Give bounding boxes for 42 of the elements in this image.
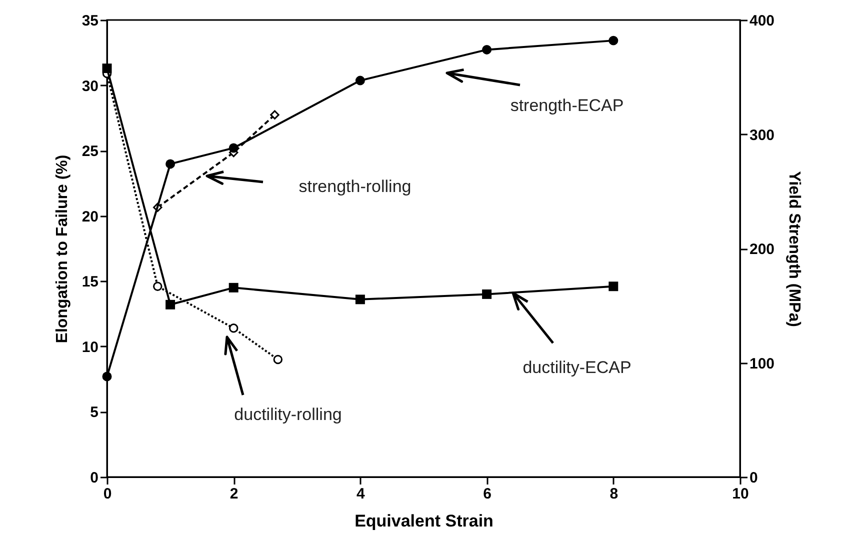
y2-tick-label: 0	[750, 470, 758, 486]
x-axis-title: Equivalent Strain	[354, 512, 494, 530]
y-tick-label: 15	[82, 274, 98, 291]
point	[608, 36, 618, 46]
x-tick-label: 10	[732, 486, 749, 502]
annotation: ductility-ECAP	[522, 358, 632, 377]
point	[228, 282, 238, 292]
y-tick-label: 0	[90, 470, 98, 486]
point	[273, 354, 283, 364]
point	[102, 372, 112, 382]
y2-axis-title: Yield Strength (MPa)	[786, 171, 803, 327]
point	[355, 294, 365, 304]
point	[355, 76, 365, 86]
point	[608, 282, 618, 292]
y-tick-label: 25	[82, 143, 98, 160]
y-tick-label: 30	[82, 78, 98, 95]
point	[482, 289, 492, 299]
point	[166, 159, 176, 169]
annotation: strength-ECAP	[510, 96, 624, 115]
point	[102, 64, 112, 74]
y-axis-title: Elongation to Failure (%)	[54, 154, 71, 344]
x-tick-label: 6	[483, 486, 492, 502]
point	[228, 143, 238, 153]
y-tick-label: 35	[82, 12, 98, 30]
point	[228, 324, 238, 333]
y-tick-label: 10	[82, 338, 98, 356]
y2-tick-label: 300	[750, 126, 775, 144]
x-tick-label: 0	[103, 486, 112, 502]
x-tick-label: 4	[356, 486, 366, 502]
annotation: ductility-rolling	[234, 405, 342, 424]
y-tick-label: 5	[90, 404, 98, 422]
x-tick-label: 2	[230, 486, 238, 502]
x-tick-label: 8	[610, 486, 618, 502]
y2-tick-label: 400	[750, 12, 775, 30]
y-tick-label: 20	[82, 208, 98, 226]
point	[153, 282, 162, 291]
point	[482, 44, 492, 54]
y2-tick-label: 100	[750, 355, 775, 372]
annotation: strength-rolling	[298, 177, 412, 196]
point	[166, 300, 176, 310]
y2-tick-label: 200	[750, 241, 775, 258]
point	[270, 110, 280, 120]
